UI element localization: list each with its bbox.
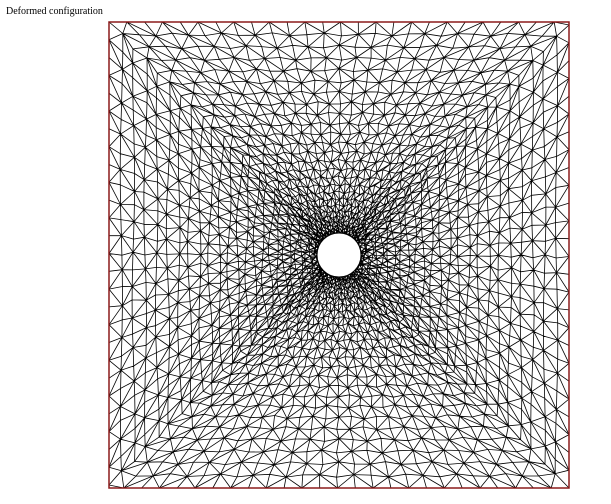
domain-border — [108, 21, 570, 489]
hole — [316, 232, 362, 278]
title: Deformed configuration — [6, 6, 103, 17]
